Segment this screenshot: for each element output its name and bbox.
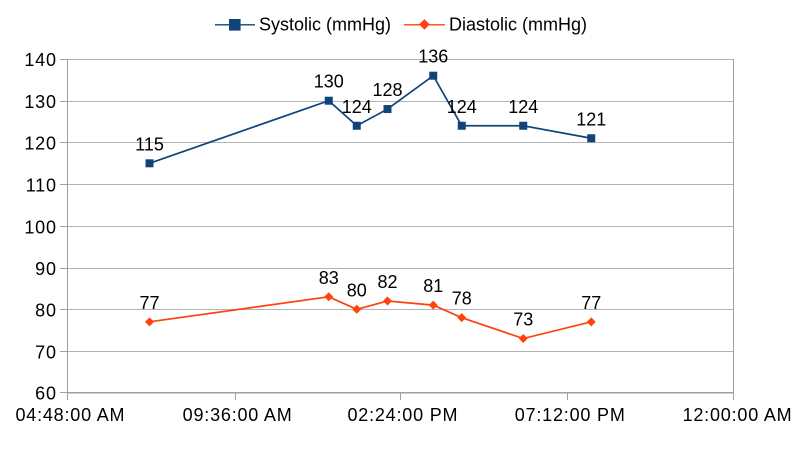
svg-text:70: 70	[35, 342, 57, 362]
svg-text:09:36:00 AM: 09:36:00 AM	[183, 405, 293, 425]
svg-text:Systolic (mmHg): Systolic (mmHg)	[259, 15, 391, 35]
svg-text:83: 83	[319, 268, 339, 288]
svg-text:128: 128	[372, 80, 402, 100]
svg-text:115: 115	[135, 134, 164, 154]
svg-text:04:48:00 AM: 04:48:00 AM	[15, 405, 125, 425]
svg-text:77: 77	[139, 293, 159, 313]
svg-text:124: 124	[508, 97, 538, 117]
svg-text:130: 130	[24, 92, 56, 112]
svg-text:81: 81	[423, 276, 443, 296]
svg-text:100: 100	[24, 217, 56, 237]
svg-text:82: 82	[377, 272, 397, 292]
svg-text:60: 60	[35, 384, 57, 404]
svg-text:90: 90	[35, 259, 57, 279]
svg-text:Diastolic (mmHg): Diastolic (mmHg)	[449, 15, 587, 35]
svg-text:80: 80	[347, 280, 367, 300]
svg-text:12:00:00 AM: 12:00:00 AM	[683, 405, 793, 425]
svg-text:121: 121	[576, 109, 606, 129]
svg-text:73: 73	[513, 310, 533, 330]
svg-text:02:24:00 PM: 02:24:00 PM	[347, 405, 458, 425]
svg-text:77: 77	[581, 293, 601, 313]
svg-text:130: 130	[314, 72, 344, 92]
svg-text:110: 110	[26, 175, 57, 195]
svg-text:80: 80	[35, 300, 57, 320]
svg-text:136: 136	[418, 47, 448, 67]
svg-text:07:12:00 PM: 07:12:00 PM	[515, 405, 626, 425]
svg-text:124: 124	[342, 97, 372, 117]
svg-text:120: 120	[24, 133, 56, 153]
svg-text:78: 78	[452, 289, 472, 309]
svg-text:140: 140	[24, 50, 56, 70]
svg-text:124: 124	[447, 97, 477, 117]
